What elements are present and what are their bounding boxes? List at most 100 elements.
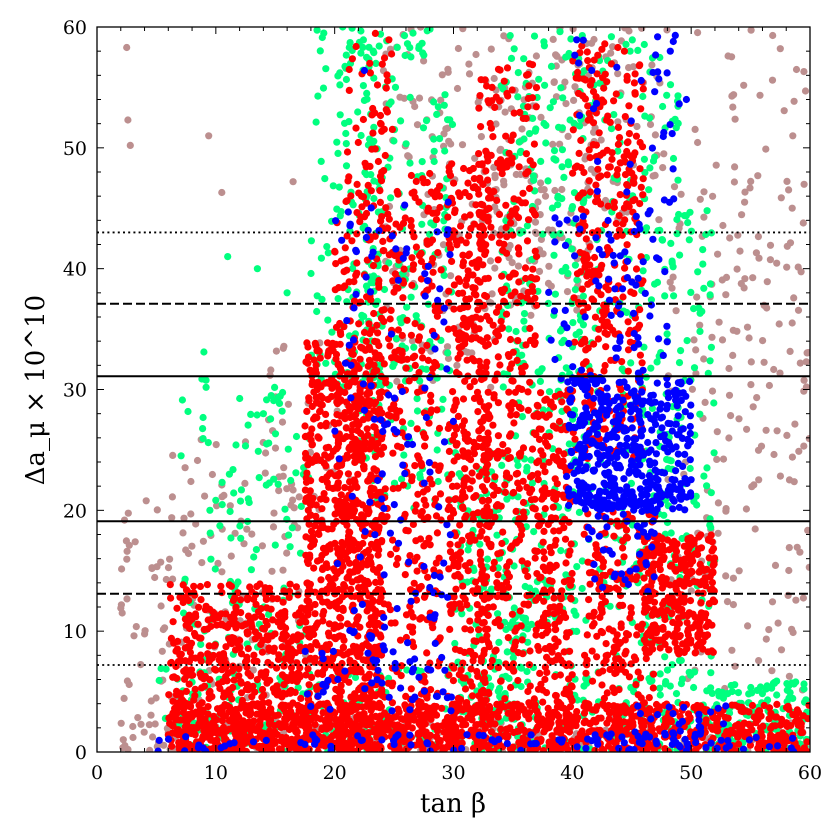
point-red (273, 682, 281, 690)
point-green (661, 292, 669, 300)
point-green (345, 118, 353, 126)
point-brown (768, 667, 776, 675)
point-brown (549, 35, 557, 44)
point-green (292, 469, 300, 477)
point-red (769, 733, 778, 741)
point-green (520, 55, 528, 63)
point-green (336, 81, 344, 89)
point-brown (227, 552, 235, 560)
point-brown (629, 63, 638, 71)
point-brown (284, 400, 292, 408)
point-red (183, 636, 191, 644)
point-brown (804, 349, 810, 357)
point-brown (218, 188, 226, 197)
point-green (710, 449, 718, 457)
point-brown (280, 464, 288, 472)
point-green (359, 82, 367, 90)
point-green (540, 42, 549, 50)
point-green (542, 139, 550, 147)
point-green (656, 670, 664, 678)
point-red (394, 705, 402, 713)
point-green (661, 680, 670, 688)
point-red (371, 453, 380, 461)
point-green (520, 310, 529, 318)
point-red (403, 316, 411, 324)
point-green (562, 263, 570, 272)
point-green (464, 546, 472, 554)
point-red (231, 646, 240, 654)
point-red (311, 721, 319, 729)
point-red (255, 727, 263, 735)
point-red (206, 656, 214, 664)
point-green (524, 625, 532, 633)
point-brown (220, 491, 228, 499)
point-green (647, 364, 655, 372)
point-brown (159, 625, 167, 634)
point-green (658, 236, 666, 244)
point-brown (241, 479, 249, 487)
point-green (342, 140, 350, 148)
point-green (336, 111, 344, 119)
point-brown (776, 45, 784, 53)
point-green (579, 292, 588, 300)
point-brown (722, 505, 730, 513)
point-green (278, 407, 286, 415)
point-red (227, 582, 235, 590)
point-green (537, 157, 545, 165)
point-green (357, 131, 365, 140)
point-green (523, 463, 531, 471)
point-green (706, 280, 715, 288)
point-brown (142, 497, 150, 505)
point-green (418, 220, 426, 228)
point-brown (754, 446, 763, 454)
point-red (205, 694, 213, 703)
point-brown (188, 542, 196, 550)
point-red (219, 703, 227, 712)
point-brown (754, 172, 762, 180)
point-green (566, 116, 574, 124)
point-brown (802, 358, 810, 366)
point-brown (735, 415, 743, 423)
point-red (204, 616, 212, 624)
point-red (319, 544, 328, 553)
point-red (211, 665, 219, 673)
point-red (360, 465, 368, 473)
point-brown (785, 544, 793, 552)
point-red (302, 474, 310, 482)
point-brown (279, 344, 287, 352)
point-green (696, 410, 704, 418)
point-red (165, 691, 173, 699)
point-red (306, 580, 314, 588)
point-red (211, 722, 219, 731)
point-green (521, 614, 530, 623)
point-brown (783, 242, 791, 250)
point-green (669, 154, 678, 163)
point-green (317, 157, 325, 165)
point-brown (262, 449, 270, 457)
point-brown (805, 435, 810, 443)
point-red (319, 617, 327, 625)
point-brown (749, 274, 757, 282)
point-red (723, 728, 731, 736)
point-red (347, 485, 355, 493)
point-green (559, 94, 567, 102)
point-brown (800, 376, 808, 384)
point-green (558, 163, 566, 171)
point-brown (714, 250, 722, 258)
point-red (239, 733, 247, 741)
point-brown (651, 131, 660, 139)
point-brown (785, 566, 793, 575)
point-red (222, 610, 230, 618)
point-green (672, 690, 681, 698)
point-red (381, 264, 389, 272)
point-brown (723, 598, 732, 606)
point-red (278, 701, 286, 709)
point-brown (168, 493, 176, 501)
point-red (173, 645, 181, 653)
point-green (483, 555, 492, 563)
point-brown (550, 78, 558, 86)
point-green (498, 461, 506, 469)
point-green (670, 292, 678, 300)
point-red (187, 724, 195, 732)
point-red (185, 611, 193, 619)
